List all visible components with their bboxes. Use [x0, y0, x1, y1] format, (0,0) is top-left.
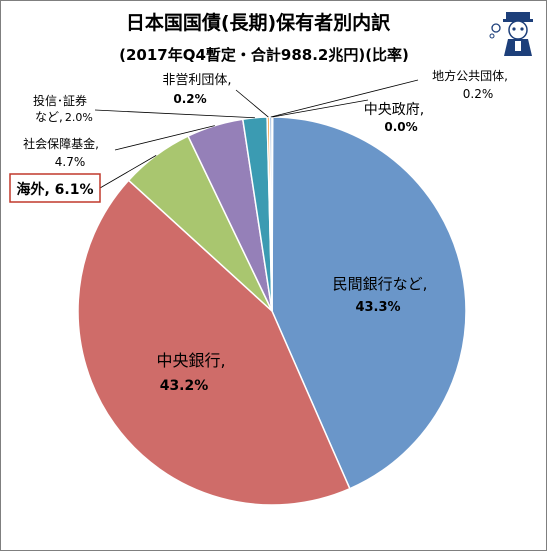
mascot-icon — [489, 12, 533, 56]
leader-line-7 — [272, 99, 369, 118]
slice-label-kaigai: 海外, 6.1% — [16, 181, 93, 198]
slice-value-chiho: 0.2% — [463, 87, 494, 101]
slice-label-minkan: 民間銀行など, — [333, 275, 428, 293]
chart-subtitle: (2017年Q4暫定・合計988.2兆円)(比率) — [119, 46, 409, 64]
chart-title: 日本国国債(長期)保有者別内訳 — [126, 11, 391, 34]
slice-label-toshin-2: など, 2.0% — [35, 110, 93, 124]
leader-line-3 — [114, 125, 215, 151]
pie-slice-1 — [77, 179, 351, 506]
pie-slice-0 — [271, 116, 467, 490]
slice-value-minkan: 43.3% — [355, 300, 400, 315]
slice-label-shakai-hosho: 社会保障基金, — [23, 136, 99, 151]
leader-line-5 — [235, 89, 269, 118]
pie-slices — [77, 116, 467, 506]
slice-value-chuo-ginko: 43.2% — [160, 378, 209, 394]
slice-value-hieiri: 0.2% — [173, 92, 206, 106]
leader-lines — [94, 79, 419, 189]
slice-value-chuo-seifu: 0.0% — [384, 120, 417, 134]
leader-line-6 — [270, 79, 419, 118]
slice-label-hieiri: 非営利団体, — [162, 73, 231, 88]
pie-slice-7 — [271, 116, 274, 312]
leader-line-2 — [99, 155, 157, 189]
leader-line-4 — [94, 109, 255, 119]
slice-label-chuo-ginko: 中央銀行, — [156, 351, 225, 370]
slice-label-chiho: 地方公共団体, — [432, 68, 508, 83]
kaigai-label-box — [9, 173, 101, 203]
slice-value-shakai-hosho: 4.7% — [55, 155, 86, 169]
slice-label-chuo-seifu: 中央政府, — [364, 102, 424, 118]
slice-label-toshin: 投信･証券 — [33, 93, 87, 108]
